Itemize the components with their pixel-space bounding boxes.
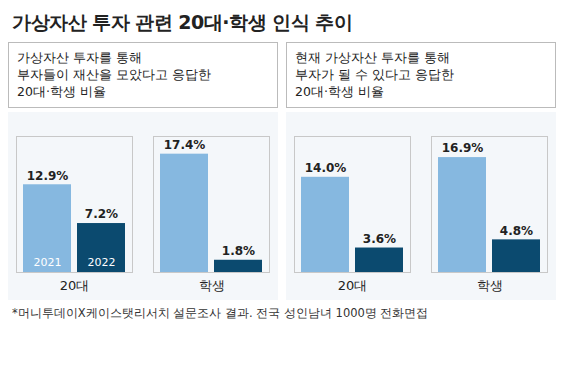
html-text:가상자산 투자를 통해 부자들이 재산을 모았다고 응답한: 가상자산 투자를 통해 부자들이 재산을 모았다고 응답한 20대·학생 비율 (17, 50, 211, 99)
svg-text:2021: 2021 (34, 256, 62, 269)
svg-text:1.8%: 1.8% (222, 244, 255, 258)
svg-text:7.2%: 7.2% (85, 207, 118, 221)
svg-text:학생: 학생 (477, 278, 503, 293)
svg-text:학생: 학생 (199, 278, 225, 293)
svg-text:4.8%: 4.8% (500, 224, 533, 238)
svg-text:14.0%: 14.0% (305, 161, 347, 175)
html-text:현재 가상자산 투자를 통해 부자가 될 수 있다고 응답한: 현재 가상자산 투자를 통해 부자가 될 수 있다고 응답한 20대·학생 비율 (295, 50, 454, 99)
svg-text:20대: 20대 (338, 278, 368, 293)
html-text:*머니투데이X케이스탯리서치 설문조사 결과. 전국 성인남: *머니투데이X케이스탯리서치 설문조사 결과. 전국 성인남녀 1000명 전화… (12, 306, 429, 320)
svg-text:17.4%: 17.4% (164, 138, 206, 152)
svg-text:12.9%: 12.9% (27, 169, 69, 183)
svg-text:16.9%: 16.9% (442, 141, 484, 155)
svg-text:20대: 20대 (60, 278, 90, 293)
svg-text:2022: 2022 (88, 256, 116, 269)
svg-text:3.6%: 3.6% (363, 232, 396, 246)
html-text:가상자산 투자 관련 20대·학생 인식 추이: 가상자산 투자 관련 20대·학생 인식 추이 (12, 11, 353, 33)
